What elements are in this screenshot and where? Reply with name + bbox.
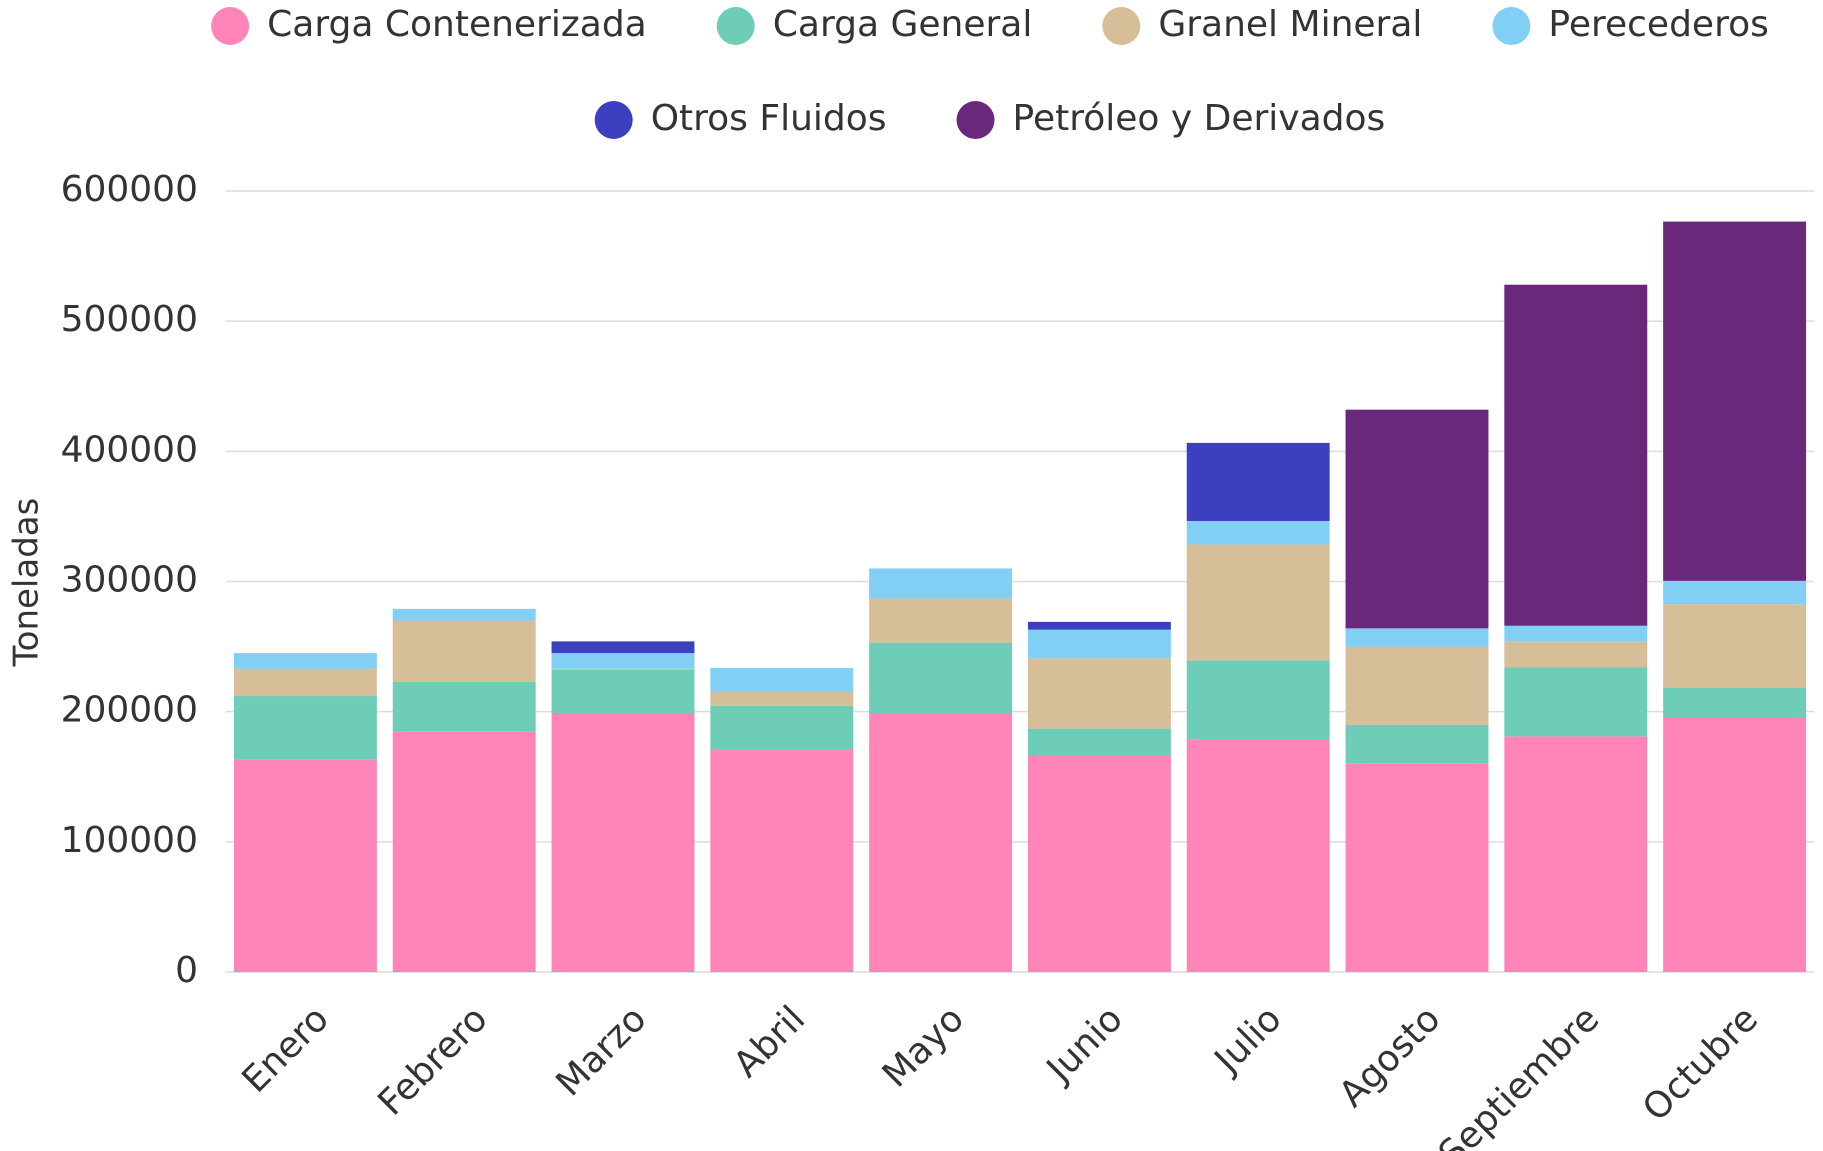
bar-segment: [233, 668, 377, 697]
bar-segment: [233, 653, 377, 669]
legend-label: Carga General: [773, 4, 1033, 45]
legend-label: Petróleo y Derivados: [1013, 98, 1386, 139]
bar-segment: [710, 705, 854, 751]
bar-segment: [551, 712, 695, 972]
bar-segment: [551, 653, 695, 669]
legend-label: Otros Fluidos: [651, 98, 887, 139]
y-tick-label: 200000: [61, 690, 198, 731]
legend-item: Otros Fluidos: [594, 98, 887, 139]
bar-segment: [1663, 604, 1807, 688]
y-axis-label: Toneladas: [7, 498, 47, 668]
bar-segment: [1186, 660, 1330, 740]
bar-segment: [1027, 658, 1171, 729]
bar-segment: [551, 668, 695, 671]
bar-segment: [551, 641, 695, 654]
legend-swatch: [956, 101, 995, 139]
x-tick-label: Octubre: [1635, 998, 1766, 1129]
bar-segment: [1345, 763, 1489, 972]
bar-segment: [1027, 629, 1171, 659]
bar-segment: [1027, 621, 1171, 630]
bar-segment: [1663, 717, 1807, 972]
legend-item: Carga General: [716, 4, 1033, 45]
bar-segment: [1186, 739, 1330, 972]
bar-segment: [1186, 520, 1330, 545]
legend-item: Granel Mineral: [1102, 4, 1422, 45]
x-tick-label: Julio: [1206, 998, 1290, 1082]
bar-segment: [1345, 409, 1489, 629]
legend-item: Perecederos: [1492, 4, 1769, 45]
legend-row: Carga Contenerizada Carga General Granel M…: [211, 4, 1769, 45]
x-tick-label: Febrero: [371, 998, 496, 1123]
legend-swatch: [594, 101, 633, 139]
legend-swatch: [211, 7, 250, 45]
bar-segment: [869, 568, 1013, 599]
y-tick-label: 500000: [61, 299, 198, 340]
y-tick-label: 400000: [61, 429, 198, 470]
x-tick-label: Junio: [1038, 998, 1131, 1091]
legend-swatch: [1492, 7, 1531, 45]
x-tick-label: Septiembre: [1431, 998, 1607, 1151]
y-tick-label: 600000: [61, 169, 198, 210]
legend-swatch: [716, 7, 755, 45]
bar-segment: [392, 608, 536, 621]
y-tick-label: 0: [175, 950, 198, 991]
bar-segment: [1027, 755, 1171, 972]
legend-item: Carga Contenerizada: [211, 4, 647, 45]
bar-segment: [1504, 667, 1648, 737]
legend-label: Granel Mineral: [1158, 4, 1422, 45]
bar-segment: [1663, 687, 1807, 718]
x-tick-label: Agosto: [1331, 998, 1448, 1115]
bar-segment: [710, 691, 854, 706]
bar-segment: [869, 598, 1013, 643]
x-tick-label: Mayo: [875, 998, 972, 1095]
bar-segment: [1504, 736, 1648, 972]
bar-segment: [1504, 284, 1648, 626]
bar-segment: [1663, 580, 1807, 605]
bar-segment: [1186, 544, 1330, 661]
bar-segment: [233, 759, 377, 972]
legend-item: Petróleo y Derivados: [956, 98, 1386, 139]
bar-segment: [392, 681, 536, 732]
bar-segment: [710, 750, 854, 972]
bar-segment: [392, 620, 536, 682]
bar-segment: [1504, 641, 1648, 668]
bar-segment: [869, 712, 1013, 972]
bar-segment: [233, 696, 377, 760]
x-tick-label: Marzo: [548, 998, 654, 1104]
legend-row: Otros Fluidos Petróleo y Derivados: [594, 98, 1386, 139]
x-tick-label: Abril: [726, 998, 813, 1085]
bar-segment: [1345, 724, 1489, 764]
bar-segment: [1027, 728, 1171, 756]
bar-segment: [1504, 625, 1648, 642]
y-tick-label: 300000: [61, 560, 198, 601]
bar-segment: [1345, 628, 1489, 647]
bar-segment: [551, 670, 695, 713]
bar-segment: [1663, 221, 1807, 581]
bar-segment: [710, 668, 854, 692]
x-tick-label: Enero: [234, 998, 336, 1100]
legend-label: Perecederos: [1548, 4, 1768, 45]
legend-swatch: [1102, 7, 1141, 45]
legend-label: Carga Contenerizada: [267, 4, 647, 45]
y-tick-label: 100000: [61, 820, 198, 861]
bar-segment: [869, 642, 1013, 713]
bar-segment: [1345, 646, 1489, 725]
bar-segment: [1186, 442, 1330, 521]
bar-segment: [392, 731, 536, 972]
